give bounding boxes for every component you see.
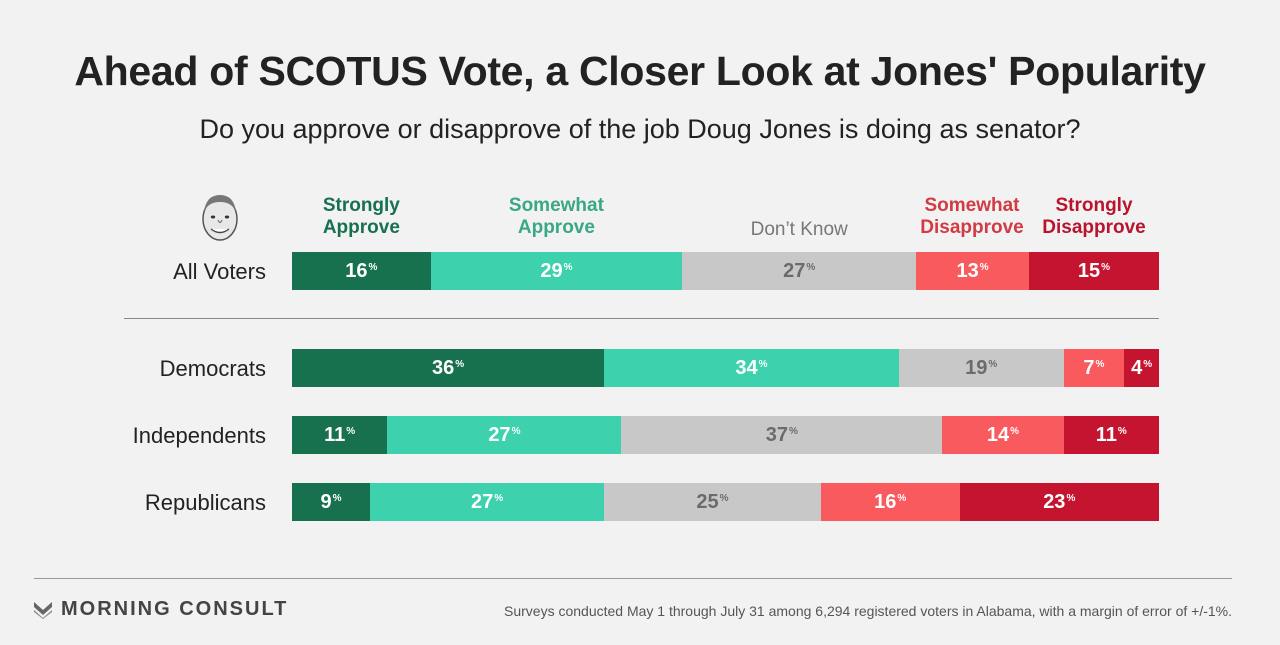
data-label: 34: [735, 356, 758, 379]
bar-segment: 23%: [959, 483, 1159, 521]
bar-segment: 25%: [604, 483, 821, 521]
bar-segment: 11%: [292, 416, 388, 454]
percent-sign: %: [346, 425, 356, 437]
percent-sign: %: [1066, 492, 1076, 504]
brand-logo-text: MORNING CONSULT: [61, 598, 289, 620]
bar-segment: 13%: [916, 252, 1029, 290]
percent-sign: %: [455, 358, 465, 370]
percent-sign: %: [979, 261, 989, 273]
footer-divider: [34, 578, 1232, 579]
bar-row: 11% 27% 37% 14% 11%: [292, 416, 1159, 454]
data-label: 4: [1131, 356, 1143, 379]
bar-segment: 11%: [1063, 416, 1159, 454]
percent-sign: %: [1117, 425, 1127, 437]
senator-headshot-icon: [202, 195, 238, 241]
bar-segment: 36%: [292, 349, 605, 387]
percent-sign: %: [1101, 261, 1111, 273]
bar-row: 16% 29% 27% 13% 15%: [292, 252, 1159, 290]
legend-label: Strongly Disapprove: [1042, 195, 1146, 238]
percent-sign: %: [1095, 358, 1105, 370]
bar-segment: 16%: [292, 252, 431, 290]
percent-sign: %: [1143, 358, 1153, 370]
morning-consult-chevron-icon: [34, 601, 52, 619]
bar-segment: 7%: [1063, 349, 1125, 387]
bar-segment: 27%: [387, 416, 622, 454]
bar-segment: 9%: [292, 483, 371, 521]
legend-label: Somewhat Approve: [508, 195, 604, 238]
data-label: 14: [986, 423, 1010, 446]
row-label-all-voters: All Voters: [173, 259, 266, 284]
bar-row: 9% 27% 25% 16% 23%: [292, 483, 1159, 521]
data-label: 15: [1077, 259, 1101, 282]
percent-sign: %: [1010, 425, 1019, 437]
percent-sign: %: [368, 261, 378, 273]
data-label: 13: [956, 259, 979, 282]
data-label: 16: [874, 490, 897, 513]
percent-sign: %: [511, 425, 521, 437]
bar-row: 36% 34% 19% 7% 4%: [292, 349, 1159, 387]
percent-sign: %: [988, 358, 998, 370]
data-label: 9: [320, 490, 332, 513]
row-label-republicans: Republicans: [144, 490, 266, 515]
methodology-footnote: Surveys conducted May 1 through July 31 …: [504, 603, 1232, 619]
row-label-democrats: Democrats: [159, 356, 266, 381]
percent-sign: %: [332, 492, 342, 504]
data-label: 27: [470, 490, 494, 513]
data-label: 25: [696, 490, 719, 513]
data-label: 16: [345, 259, 368, 282]
chart-subtitle: Do you approve or disapprove of the job …: [199, 114, 1081, 144]
bar-segment: 4%: [1124, 349, 1159, 387]
percent-sign: %: [494, 492, 504, 504]
data-label: 11: [324, 423, 346, 446]
percent-sign: %: [897, 492, 907, 504]
percent-sign: %: [758, 358, 768, 370]
bar-segment: 37%: [621, 416, 943, 454]
bar-segment: 14%: [942, 416, 1064, 454]
data-label: 27: [783, 259, 806, 282]
legend-label: Somewhat Disapprove: [920, 195, 1024, 238]
bar-segment: 19%: [898, 349, 1064, 387]
legend-label: Don’t Know: [750, 219, 848, 240]
data-label: 37: [765, 423, 788, 446]
data-label: 23: [1043, 490, 1066, 513]
percent-sign: %: [563, 261, 573, 273]
bar-segment: 16%: [820, 483, 960, 521]
bar-segment: 29%: [430, 252, 683, 290]
percent-sign: %: [719, 492, 729, 504]
data-label: 11: [1095, 423, 1117, 446]
chart-title: Ahead of SCOTUS Vote, a Closer Look at J…: [74, 48, 1206, 94]
brand-logo: MORNING CONSULT: [33, 598, 288, 621]
bar-segment: 34%: [604, 349, 899, 387]
data-label: 7: [1083, 356, 1095, 379]
percent-sign: %: [789, 425, 798, 437]
data-label: 29: [540, 259, 563, 282]
data-label: 27: [488, 423, 511, 446]
legend-label: Strongly Approve: [322, 195, 400, 238]
bar-segment: 15%: [1028, 252, 1159, 290]
percent-sign: %: [806, 261, 816, 273]
bar-segment: 27%: [682, 252, 917, 290]
row-label-independents: Independents: [132, 423, 266, 448]
bar-segment: 27%: [370, 483, 605, 521]
data-label: 36: [431, 356, 455, 379]
section-divider: [124, 318, 1159, 319]
data-label: 19: [965, 356, 988, 379]
